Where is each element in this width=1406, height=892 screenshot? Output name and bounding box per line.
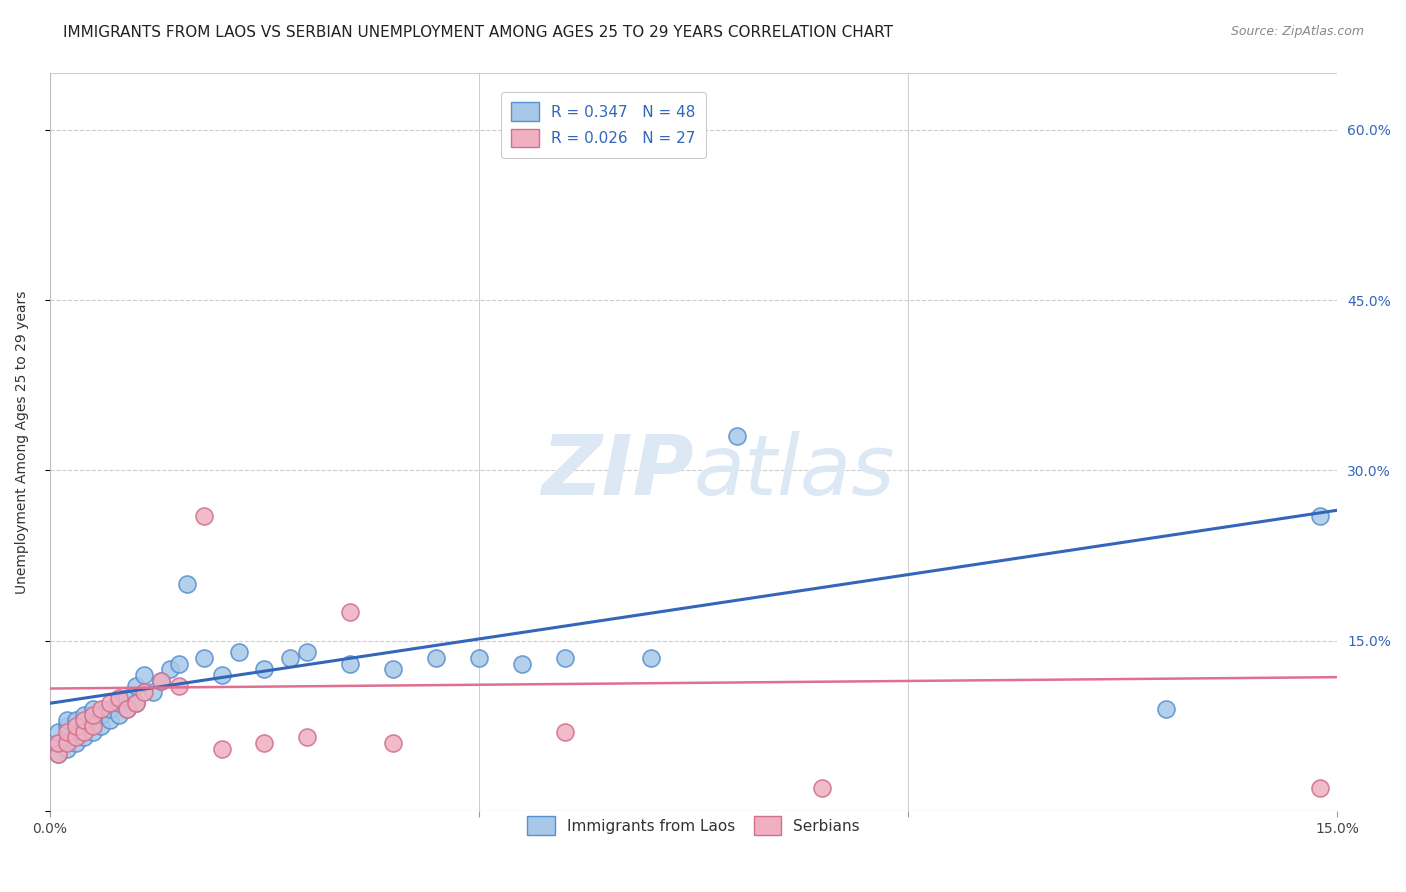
Point: [65, 714, 87, 728]
Point: [811, 781, 834, 796]
Point: [73, 714, 96, 728]
Point: [193, 508, 215, 523]
Point: [382, 662, 405, 676]
Point: [150, 673, 173, 688]
Point: [98, 696, 121, 710]
Point: [193, 651, 215, 665]
Point: [1309, 781, 1331, 796]
Point: [134, 685, 156, 699]
Legend: Immigrants from Laos, Serbians: Immigrants from Laos, Serbians: [519, 807, 869, 844]
Text: Source: ZipAtlas.com: Source: ZipAtlas.com: [1230, 25, 1364, 38]
Point: [134, 668, 156, 682]
Point: [253, 736, 276, 750]
Point: [65, 736, 87, 750]
Point: [48, 747, 70, 762]
Text: ZIP: ZIP: [541, 431, 693, 512]
Point: [48, 736, 70, 750]
Point: [107, 696, 129, 710]
Point: [211, 668, 233, 682]
Point: [124, 696, 146, 710]
Point: [115, 702, 138, 716]
Point: [56, 741, 79, 756]
Point: [339, 606, 361, 620]
Point: [278, 651, 301, 665]
Point: [48, 747, 70, 762]
Point: [159, 662, 181, 676]
Point: [167, 657, 190, 671]
Point: [56, 736, 79, 750]
Point: [98, 714, 121, 728]
Point: [176, 577, 198, 591]
Point: [142, 685, 165, 699]
Point: [82, 724, 104, 739]
Point: [48, 724, 70, 739]
Point: [73, 731, 96, 745]
Point: [107, 707, 129, 722]
Point: [82, 707, 104, 722]
Point: [90, 719, 112, 733]
Point: [339, 657, 361, 671]
Point: [468, 651, 491, 665]
Point: [640, 651, 662, 665]
Point: [124, 679, 146, 693]
Point: [56, 731, 79, 745]
Point: [56, 714, 79, 728]
Point: [124, 696, 146, 710]
Point: [297, 731, 319, 745]
Point: [65, 724, 87, 739]
Y-axis label: Unemployment Among Ages 25 to 29 years: Unemployment Among Ages 25 to 29 years: [15, 291, 30, 594]
Point: [73, 724, 96, 739]
Point: [56, 719, 79, 733]
Point: [98, 702, 121, 716]
Point: [554, 724, 576, 739]
Point: [554, 651, 576, 665]
Text: atlas: atlas: [693, 431, 896, 512]
Point: [297, 645, 319, 659]
Point: [90, 702, 112, 716]
Point: [253, 662, 276, 676]
Point: [510, 657, 533, 671]
Point: [82, 714, 104, 728]
Point: [65, 719, 87, 733]
Point: [725, 429, 748, 443]
Point: [73, 719, 96, 733]
Point: [65, 731, 87, 745]
Point: [1309, 508, 1331, 523]
Point: [48, 736, 70, 750]
Point: [1154, 702, 1177, 716]
Point: [82, 719, 104, 733]
Point: [115, 702, 138, 716]
Point: [167, 679, 190, 693]
Point: [107, 690, 129, 705]
Point: [150, 673, 173, 688]
Text: IMMIGRANTS FROM LAOS VS SERBIAN UNEMPLOYMENT AMONG AGES 25 TO 29 YEARS CORRELATI: IMMIGRANTS FROM LAOS VS SERBIAN UNEMPLOY…: [63, 25, 893, 40]
Point: [73, 707, 96, 722]
Point: [228, 645, 250, 659]
Point: [82, 702, 104, 716]
Point: [382, 736, 405, 750]
Point: [425, 651, 447, 665]
Point: [115, 690, 138, 705]
Point: [211, 741, 233, 756]
Point: [90, 707, 112, 722]
Point: [56, 724, 79, 739]
